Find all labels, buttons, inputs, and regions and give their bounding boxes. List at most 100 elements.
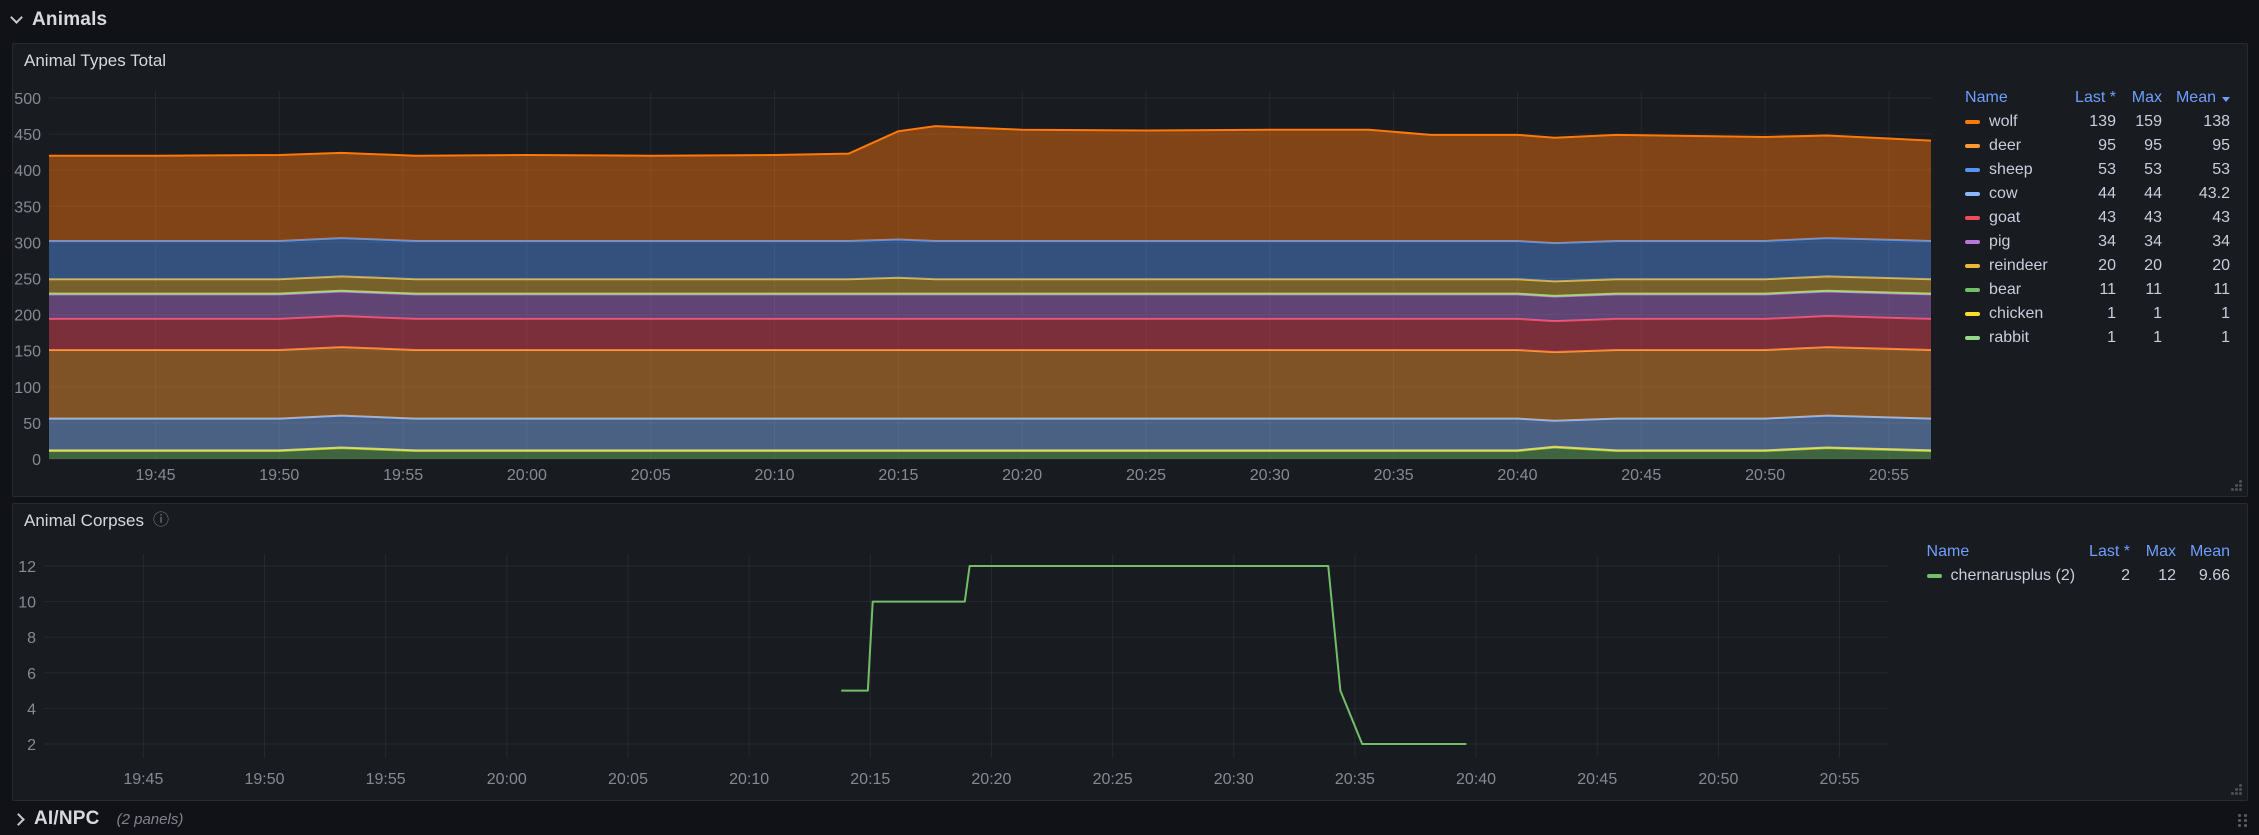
area-series-bear: [49, 447, 1931, 459]
series-name[interactable]: chicken: [1989, 304, 2044, 322]
legend-row[interactable]: chernarusplus (2) 2 12 9.66: [1926, 564, 2230, 588]
series-color-swatch: [1965, 287, 1981, 292]
legend-header-mean[interactable]: Mean: [2189, 543, 2230, 560]
legend-value-max: 43: [2144, 209, 2162, 226]
panel-animal-corpses: Animal Corpses ⓘ 19:45 19:50 19:55 20:00 20:…: [12, 503, 2248, 801]
panel-resize-handle[interactable]: [2231, 784, 2243, 796]
y-tick-label: 2: [27, 737, 36, 754]
legend-row[interactable]: deer 95 95 95: [1965, 134, 2230, 158]
panel-title: Animal Types Total: [24, 51, 167, 70]
legend-value-mean: 34: [2212, 233, 2230, 250]
legend-header-max[interactable]: Max: [2131, 89, 2162, 106]
x-tick-label: 20:20: [1002, 467, 1042, 484]
series-name[interactable]: bear: [1989, 280, 2022, 298]
x-tick-label: 20:55: [1869, 467, 1909, 484]
series-name[interactable]: deer: [1989, 136, 2022, 154]
legend-value-mean: 43: [2212, 209, 2230, 226]
y-tick-label: 6: [27, 666, 36, 683]
chevron-down-icon: [10, 11, 23, 24]
legend-value-last: 11: [2099, 281, 2116, 298]
y-tick-label: 250: [14, 272, 41, 289]
series-color-swatch: [1965, 335, 1981, 340]
x-tick-label: 19:45: [135, 467, 175, 484]
legend-row[interactable]: chicken 1 1 1: [1965, 302, 2230, 326]
y-tick-label: 50: [23, 416, 41, 433]
line-series-sheep: [49, 237, 1932, 245]
x-tick-label: 20:00: [507, 467, 547, 484]
series-color-swatch: [1965, 143, 1981, 148]
series-name[interactable]: chernarusplus (2): [1950, 566, 2076, 584]
line-series-cow: [49, 414, 1932, 422]
legend-row[interactable]: sheep 53 53 53: [1965, 158, 2230, 182]
area-series-deer: [49, 347, 1931, 421]
area-series-reindeer: [49, 276, 1931, 296]
legend-value-max: 1: [2153, 329, 2162, 346]
series-color-swatch: [1965, 239, 1981, 244]
legend-header-last[interactable]: Last *: [2089, 543, 2130, 560]
series-color-swatch: [1965, 263, 1981, 268]
legend-value-last: 34: [2098, 233, 2116, 250]
legend-value-max: 53: [2144, 161, 2162, 178]
x-tick-label: 20:35: [1335, 771, 1375, 788]
info-icon[interactable]: ⓘ: [153, 512, 170, 529]
x-tick-label: 20:30: [1250, 467, 1290, 484]
legend-value-mean: 9.66: [2198, 567, 2230, 584]
panel-animal-types-total: Animal Types Total 19:45 19:50 19:55 20:00 2…: [12, 43, 2248, 497]
area-series-sheep: [49, 238, 1931, 282]
legend-row[interactable]: cow 44 44 43.2: [1965, 182, 2230, 206]
x-tick-label: 20:10: [755, 467, 795, 484]
legend-row[interactable]: rabbit 1 1 1: [1965, 326, 2230, 350]
legend-value-last: 1: [2107, 329, 2116, 346]
series-name[interactable]: sheep: [1989, 160, 2033, 178]
panel-header[interactable]: Animal Corpses ⓘ: [13, 504, 1947, 538]
legend-row[interactable]: wolf 139 159 138: [1965, 110, 2230, 134]
y-tick-label: 8: [27, 630, 36, 647]
chevron-right-icon: [12, 812, 25, 826]
legend-value-max: 11: [2145, 281, 2162, 298]
panel-resize-handle[interactable]: [2231, 480, 2243, 492]
series-name[interactable]: wolf: [1989, 112, 2018, 130]
y-tick-label: 350: [14, 199, 41, 216]
series-name[interactable]: cow: [1989, 184, 2018, 202]
legend-header-name[interactable]: Name: [1926, 543, 1970, 560]
line-chart[interactable]: 19:45 19:50 19:55 20:00 20:05 20:10 20:15 20:20…: [13, 504, 2247, 800]
x-tick-label: 20:40: [1456, 771, 1496, 788]
panel-header[interactable]: Animal Types Total: [13, 44, 1947, 78]
area-series-goat: [49, 316, 1931, 353]
x-tick-label: 19:45: [123, 771, 163, 788]
y-tick-label: 200: [14, 308, 41, 325]
legend-value-mean: 43.2: [2198, 185, 2230, 202]
page-resize-handle[interactable]: [2236, 813, 2250, 829]
series-name[interactable]: rabbit: [1989, 328, 2030, 346]
line-series-reindeer: [49, 275, 1932, 283]
y-tick-label: 4: [27, 701, 36, 718]
legend-row[interactable]: reindeer 20 20 20: [1965, 254, 2230, 278]
area-series-wolf: [49, 126, 1931, 244]
y-tick-label: 12: [18, 559, 36, 576]
y-tick-label: 100: [14, 380, 41, 397]
legend-value-mean: 11: [2213, 281, 2230, 298]
line-series-wolf: [49, 125, 1932, 157]
stacked-area-chart[interactable]: 19:45 19:50 19:55 20:00 20:05 20:10 20:15 20:20…: [13, 44, 2247, 496]
series-name[interactable]: goat: [1989, 208, 2021, 226]
legend-value-mean: 95: [2212, 137, 2230, 154]
y-tick-label: 500: [14, 91, 41, 108]
legend-row[interactable]: bear 11 11 11: [1965, 278, 2230, 302]
legend-row[interactable]: goat 43 43 43: [1965, 206, 2230, 230]
series-name[interactable]: reindeer: [1989, 256, 2048, 274]
legend-header-name[interactable]: Name: [1965, 89, 2008, 106]
row-header-animals[interactable]: Animals: [10, 7, 107, 33]
row-header-ai-npc[interactable]: AI/NPC (2 panels): [12, 806, 183, 832]
legend-header-last[interactable]: Last *: [2075, 89, 2116, 106]
panel-title: Animal Corpses: [24, 511, 144, 530]
x-tick-label: 20:00: [487, 771, 527, 788]
legend-table: Name Last * Max Mean wolf 139 159 138 deer 95 95 95…: [1965, 86, 2230, 350]
row-panel-count: (2 panels): [116, 810, 184, 828]
legend-header-max[interactable]: Max: [2145, 543, 2176, 560]
legend-header-mean[interactable]: Mean: [2162, 86, 2230, 110]
series-name[interactable]: pig: [1989, 232, 2011, 250]
legend-value-last: 20: [2098, 257, 2116, 274]
legend-value-last: 1: [2107, 305, 2116, 322]
legend-row[interactable]: pig 34 34 34: [1965, 230, 2230, 254]
